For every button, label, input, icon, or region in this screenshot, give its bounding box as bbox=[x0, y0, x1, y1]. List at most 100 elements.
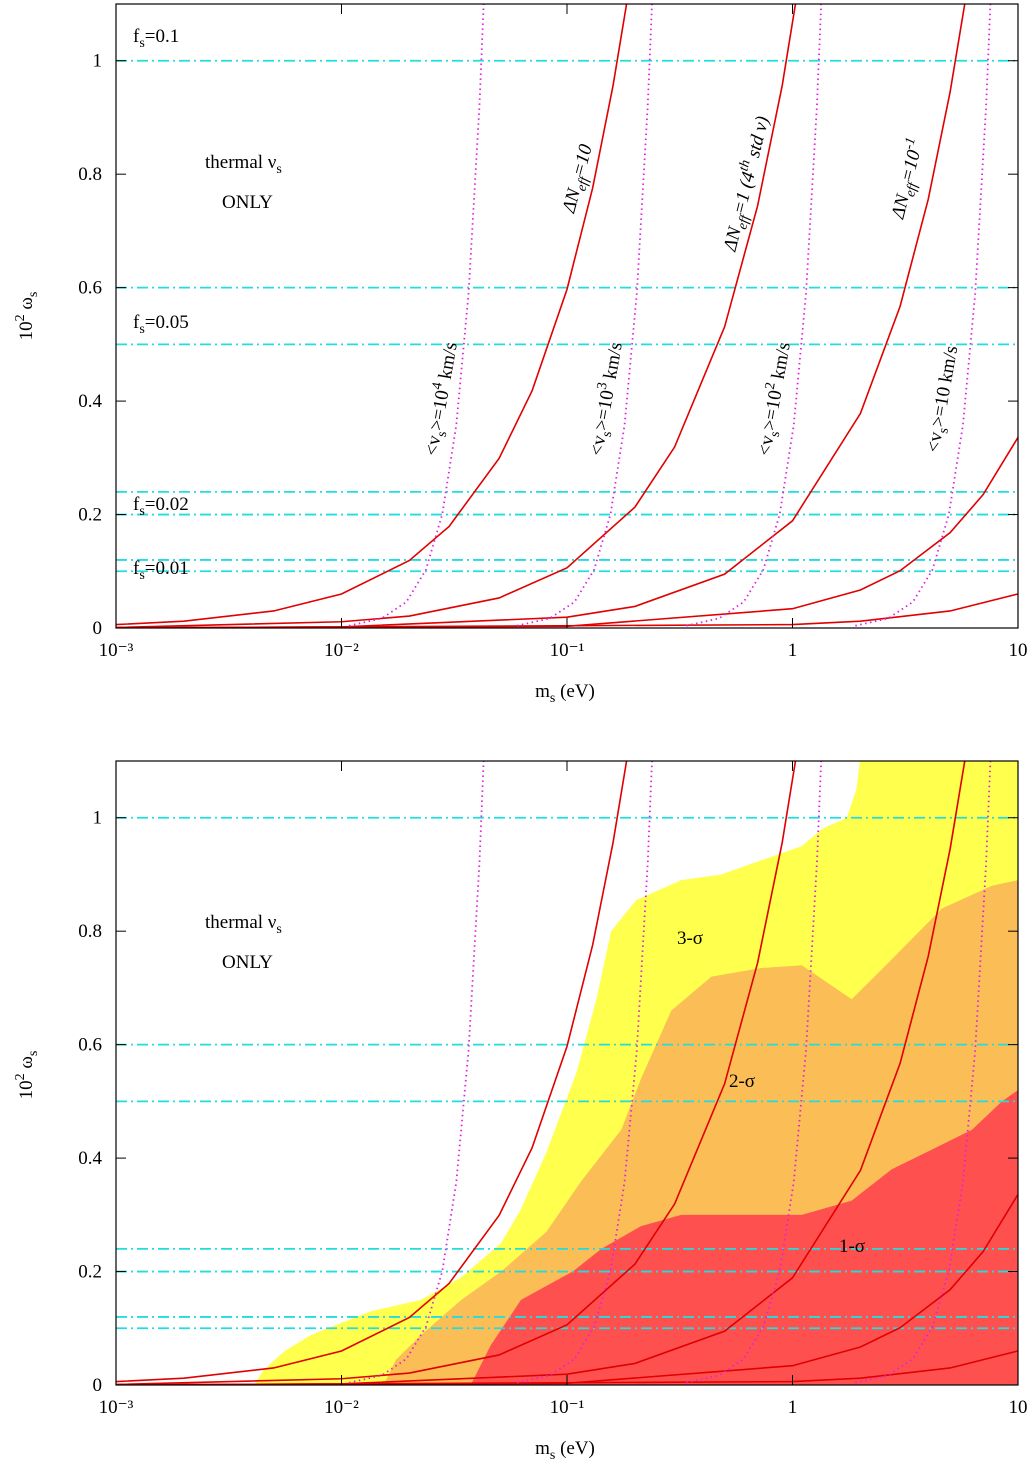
annotation: thermal νs bbox=[205, 152, 282, 177]
x-tick-label: 1 bbox=[788, 1397, 798, 1418]
region-label: 3-σ bbox=[677, 928, 703, 949]
text-run: thermal ν bbox=[205, 912, 277, 933]
y-tick-label: 0.6 bbox=[78, 1035, 102, 1056]
y-tick-label: 0.6 bbox=[78, 278, 102, 299]
text-run: <v bbox=[421, 433, 445, 457]
annotation: <vs>=10 km/s bbox=[923, 344, 966, 455]
text-run: <v bbox=[586, 433, 610, 457]
text-run: =10 bbox=[897, 148, 925, 184]
text-run: f bbox=[133, 558, 140, 579]
text-run: s bbox=[276, 922, 281, 937]
y-tick-label: 0.2 bbox=[78, 1262, 102, 1283]
curve bbox=[116, 436, 1018, 628]
text-run: =0.01 bbox=[145, 558, 189, 579]
text-run: m bbox=[535, 1438, 550, 1459]
annotation: fs=0.05 bbox=[133, 312, 189, 337]
text-run: 3 bbox=[595, 381, 611, 390]
curve bbox=[348, 4, 485, 627]
confidence-region bbox=[470, 1090, 1018, 1385]
text-run: f bbox=[133, 312, 140, 333]
x-tick-label: 10⁻² bbox=[324, 640, 359, 661]
text-run: s bbox=[276, 162, 281, 177]
plot-frame bbox=[115, 3, 1019, 629]
text-run: km/s bbox=[599, 341, 627, 386]
curve bbox=[686, 761, 823, 1384]
text-run: >=10 bbox=[591, 389, 619, 432]
text-run: ONLY bbox=[222, 192, 273, 213]
text-run: =0.1 bbox=[145, 26, 179, 47]
x-axis-label: ms (eV) bbox=[535, 681, 595, 706]
text-run: >=10 bbox=[759, 389, 787, 432]
y-tick-label: 0 bbox=[93, 1375, 103, 1396]
text-run: =0.02 bbox=[145, 494, 189, 515]
text-run: -1 bbox=[902, 136, 919, 151]
text-run: s bbox=[139, 504, 144, 519]
text-run: <v bbox=[754, 433, 778, 457]
curve bbox=[116, 4, 628, 626]
annotation: <vs>=102 km/s bbox=[751, 340, 799, 458]
annotation: fs=0.02 bbox=[133, 494, 189, 519]
annotation: thermal νs bbox=[205, 912, 282, 937]
curve bbox=[116, 761, 628, 1383]
y-tick-label: 1 bbox=[93, 51, 103, 72]
text-run: f bbox=[133, 494, 140, 515]
y-tick-label: 0.4 bbox=[78, 391, 102, 412]
text-run: km/s bbox=[434, 341, 462, 386]
annotation: <vs>=104 km/s bbox=[418, 340, 466, 458]
text-run: s bbox=[139, 322, 144, 337]
text-run: f bbox=[133, 26, 140, 47]
annotation: <vs>=103 km/s bbox=[583, 340, 631, 458]
text-run: s bbox=[139, 36, 144, 51]
curve bbox=[116, 4, 797, 628]
text-run: 2 bbox=[13, 1073, 28, 1080]
text-run: 10 bbox=[16, 321, 37, 340]
curve bbox=[686, 4, 823, 627]
annotation: fs=0.01 bbox=[133, 558, 189, 583]
annotation: ONLY bbox=[222, 952, 273, 973]
text-run: =10 bbox=[568, 142, 597, 179]
x-tick-label: 10⁻³ bbox=[99, 640, 134, 661]
x-tick-label: 10⁻² bbox=[324, 1397, 359, 1418]
annotation: fs=0.1 bbox=[133, 26, 179, 51]
y-tick-label: 0 bbox=[93, 618, 103, 639]
x-tick-label: 10 bbox=[1009, 1397, 1028, 1418]
plot-area bbox=[116, 4, 1018, 628]
x-tick-label: 10⁻¹ bbox=[550, 640, 585, 661]
y-axis-label: 102 ωs bbox=[13, 292, 41, 341]
plot-area bbox=[116, 761, 1018, 1385]
text-run: eff bbox=[903, 179, 921, 198]
text-run: ω bbox=[16, 1056, 37, 1073]
text-run: 10 bbox=[16, 1080, 37, 1099]
text-run: th bbox=[736, 158, 753, 172]
text-run: ONLY bbox=[222, 952, 273, 973]
text-run: <v bbox=[923, 430, 947, 454]
x-tick-label: 10⁻¹ bbox=[550, 1397, 585, 1418]
curve bbox=[116, 761, 797, 1385]
curve bbox=[116, 4, 966, 628]
x-tick-label: 10⁻³ bbox=[99, 1397, 134, 1418]
text-run: s bbox=[600, 430, 616, 438]
region-label: 2-σ bbox=[729, 1071, 755, 1092]
region-label: 1-σ bbox=[839, 1236, 865, 1257]
text-run: 2 bbox=[13, 314, 28, 321]
text-run: (eV) bbox=[555, 1438, 595, 1459]
text-run: km/s bbox=[767, 341, 795, 386]
y-tick-label: 0.4 bbox=[78, 1148, 102, 1169]
text-run: ω bbox=[16, 297, 37, 314]
annotation: ONLY bbox=[222, 192, 273, 213]
curve bbox=[348, 761, 485, 1384]
text-run: eff bbox=[735, 212, 753, 231]
y-tick-label: 1 bbox=[93, 808, 103, 829]
text-run: >=10 km/s bbox=[927, 344, 962, 429]
curve bbox=[516, 4, 653, 627]
text-run: =0.05 bbox=[145, 312, 189, 333]
text-run: s bbox=[768, 430, 784, 438]
annotation: ΔNeff=10-1 bbox=[884, 136, 931, 223]
text-run: s bbox=[435, 430, 451, 438]
y-tick-label: 0.2 bbox=[78, 505, 102, 526]
text-run: s bbox=[139, 568, 144, 583]
curve bbox=[855, 4, 992, 627]
text-run: eff bbox=[574, 174, 593, 193]
text-run: (eV) bbox=[555, 681, 595, 702]
